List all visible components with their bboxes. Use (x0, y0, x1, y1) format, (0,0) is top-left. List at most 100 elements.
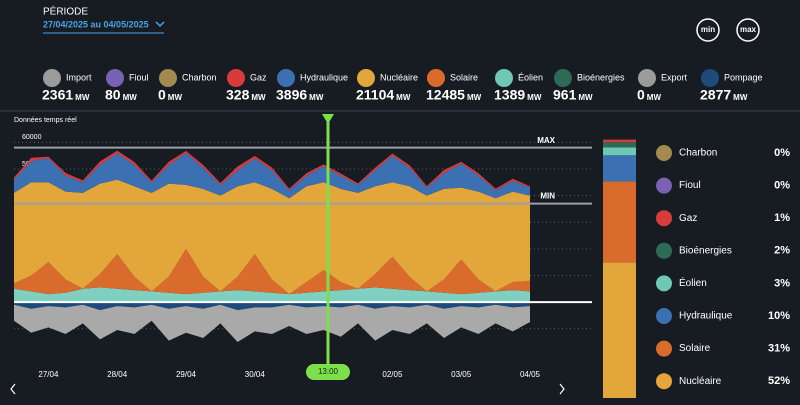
mix-value: 0% (774, 180, 790, 192)
metric-unit: MW (396, 93, 411, 102)
metric-unit: MW (467, 93, 482, 102)
metric-name: Charbon (182, 72, 217, 82)
metric-unit: MW (75, 93, 90, 102)
mix-name: Bioénergies (679, 245, 732, 256)
metric-value: 2877 (700, 87, 731, 103)
area-series (14, 304, 530, 343)
area-series (14, 150, 530, 191)
max-button[interactable] (736, 18, 760, 42)
mix-value: 2% (774, 245, 790, 257)
metric-value: 1389 (494, 87, 525, 103)
cursor-pill[interactable] (306, 364, 350, 380)
x-tick-label: 02/05 (382, 370, 403, 379)
x-tick-label: 04/05 (520, 370, 541, 379)
metric-value: 0 (637, 87, 645, 103)
metric-icon (495, 69, 513, 87)
metric-unit: MW (647, 93, 662, 102)
metric-name: Gaz (250, 72, 267, 82)
metric-value: 80 (105, 87, 121, 103)
dropdown-arrow[interactable] (155, 21, 165, 28)
metric-icon (638, 69, 656, 87)
mix-value: 10% (768, 310, 790, 322)
metric-icon (159, 69, 177, 87)
metric-name: Éolien (518, 72, 543, 82)
x-tick-label: 03/05 (451, 370, 472, 379)
mix-name: Nucléaire (679, 376, 722, 387)
mix-name: Gaz (679, 213, 697, 224)
max-button-label[interactable]: max (740, 25, 757, 34)
metric-value: 2361 (42, 87, 73, 103)
metric-value: 961 (553, 87, 577, 103)
mix-segment (603, 155, 636, 182)
mix-segment (603, 139, 636, 143)
metric-value: 0 (158, 87, 166, 103)
metric-name: Solaire (450, 72, 478, 82)
metric-unit: MW (527, 93, 542, 102)
mix-name: Solaire (679, 343, 711, 354)
metric-unit: MW (251, 93, 266, 102)
x-tick-label: 30/04 (245, 370, 266, 379)
area-series (14, 287, 530, 303)
mix-name: Hydraulique (679, 311, 733, 322)
metric-value: 328 (226, 87, 250, 103)
metric-icon (357, 69, 375, 87)
chart-subtitle: Données temps réel (14, 117, 77, 124)
mix-icon (656, 308, 672, 324)
metric-name: Nucléaire (380, 72, 418, 82)
min-button-label[interactable]: min (701, 25, 715, 34)
metric-icon (554, 69, 572, 87)
metric-name: Fioul (129, 72, 149, 82)
metric-icon (227, 69, 245, 87)
x-tick-label: 27/04 (38, 370, 59, 379)
metric-value: 3896 (276, 87, 307, 103)
mix-segment (603, 181, 636, 263)
cursor-handle (322, 114, 334, 124)
mix-value: 52% (768, 375, 790, 387)
cursor-label: 13:00 (318, 367, 339, 376)
mix-icon (656, 242, 672, 259)
mix-value: 31% (768, 343, 790, 355)
mix-icon (656, 177, 672, 194)
mix-icon (656, 275, 672, 292)
metric-name: Export (661, 72, 688, 82)
reference-label: MIN (540, 192, 555, 201)
mix-icon (656, 145, 672, 161)
mix-name: Charbon (679, 148, 717, 159)
mix-segment (603, 142, 636, 148)
metric-icon (106, 69, 124, 87)
metric-name: Pompage (724, 72, 763, 82)
mix-icon (656, 210, 672, 227)
metric-icon (43, 69, 61, 87)
y-tick-label: 60000 (22, 134, 42, 141)
metric-icon (277, 69, 295, 87)
metric-icon (701, 69, 719, 87)
metric-value: 12485 (426, 87, 465, 103)
metric-unit: MW (578, 93, 593, 102)
metric-unit: MW (309, 93, 324, 102)
period-label: PÉRIODE (43, 5, 88, 18)
x-tick-label: 29/04 (176, 370, 197, 379)
x-tick-label: 28/04 (107, 370, 128, 379)
metric-unit: MW (733, 93, 748, 102)
mix-name: Éolien (679, 276, 707, 289)
min-button[interactable] (696, 18, 720, 42)
metric-unit: MW (168, 93, 183, 102)
mix-name: Fioul (679, 180, 701, 191)
nav-arrows[interactable] (10, 383, 565, 395)
mix-value: 0% (774, 147, 790, 159)
metric-unit: MW (123, 93, 138, 102)
area-series (14, 152, 530, 199)
metric-value: 21104 (356, 87, 394, 103)
reference-label: MAX (537, 136, 555, 145)
period-range[interactable]: 27/04/2025 au 04/05/2025 (43, 19, 149, 29)
metric-name: Bioénergies (577, 72, 625, 82)
mix-value: 1% (774, 212, 790, 224)
metric-name: Import (66, 72, 92, 82)
area-series (14, 179, 530, 295)
mix-segment (603, 262, 636, 398)
area-series (14, 302, 530, 311)
metric-icon (427, 69, 445, 87)
area-series (14, 248, 530, 295)
metric-name: Hydraulique (300, 72, 348, 82)
